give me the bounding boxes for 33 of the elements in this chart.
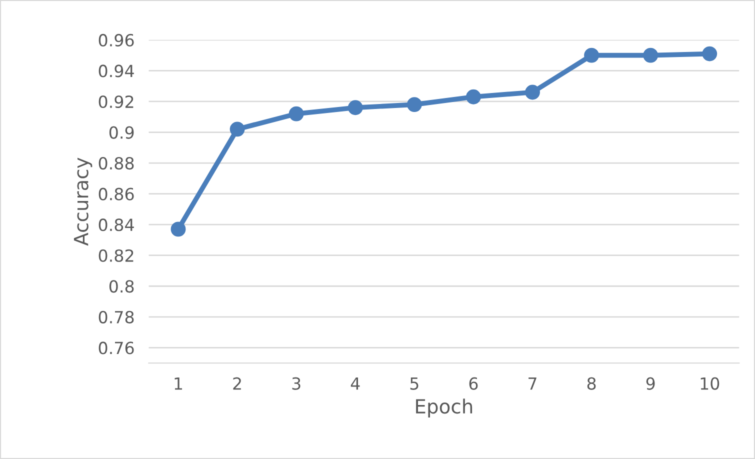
point (643, 48, 658, 63)
point (288, 106, 304, 122)
y-tick-label: 0.96 (98, 34, 134, 46)
point (348, 100, 363, 116)
y-tick-label: 0.84 (98, 218, 134, 232)
point (406, 97, 422, 112)
y-axis-title: Accuracy (74, 158, 92, 246)
x-tick-label: 3 (292, 377, 300, 390)
x-tick-label: 5 (410, 377, 418, 390)
point (702, 46, 718, 62)
x-tick-label: 8 (587, 377, 596, 390)
y-tick-label: 0.9 (109, 126, 134, 139)
point (466, 89, 481, 104)
point (525, 84, 540, 100)
x-tick-label: 6 (469, 377, 478, 390)
y-tick-label: 0.82 (98, 249, 134, 262)
y-tick-label: 0.92 (98, 95, 134, 108)
point (584, 48, 600, 63)
x-tick-label: 2 (233, 377, 241, 390)
y-tick-label: 0.8 (109, 280, 134, 293)
y-tick-label: 0.78 (98, 310, 134, 324)
x-axis-title: Epoch (416, 398, 472, 418)
x-tick-label: 4 (350, 377, 360, 390)
x-tick-label: 1 (174, 377, 182, 390)
point (170, 222, 186, 237)
x-tick-label: 7 (528, 377, 536, 390)
y-tick-label: 0.88 (98, 156, 134, 170)
y-tick-label: 0.94 (98, 64, 134, 78)
x-tick-label: 9 (646, 377, 655, 390)
x-tick-label: 10 (700, 377, 720, 390)
point (230, 122, 245, 137)
y-tick-label: 0.76 (98, 342, 134, 354)
y-tick-label: 0.86 (98, 188, 134, 200)
